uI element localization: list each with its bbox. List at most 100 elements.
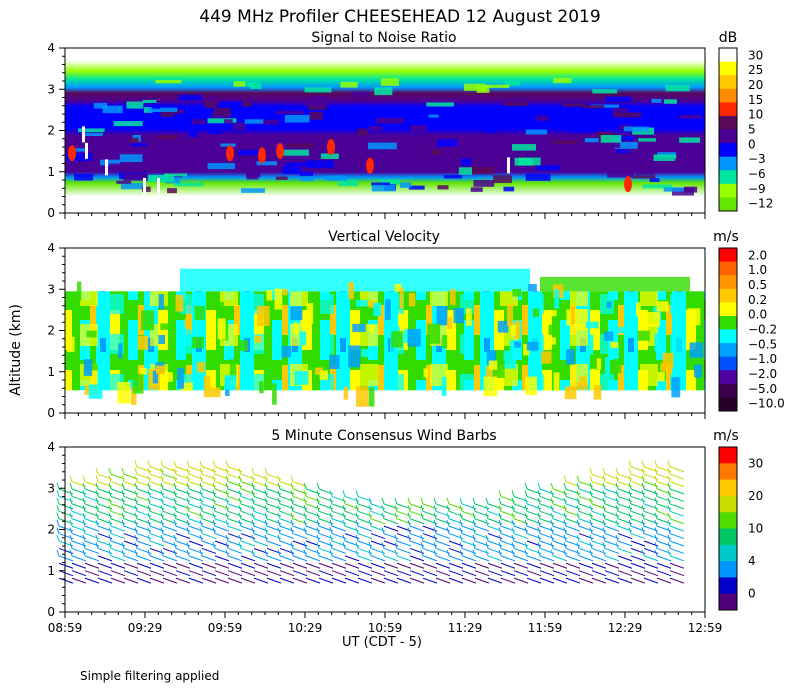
snr-cell (651, 98, 662, 103)
colorbar-swatch (719, 261, 737, 276)
x-tick-label: 11:59 (528, 621, 563, 635)
wind-barb-flag (264, 549, 268, 557)
wind-barb-flag (303, 490, 307, 497)
wind-barb (214, 577, 230, 584)
wind-barb-flag (95, 482, 99, 490)
snr-cell (512, 144, 536, 151)
snr-cell (663, 187, 684, 192)
wind-barb-flag (615, 497, 619, 505)
wind-barb-flag (589, 542, 593, 549)
wind-barb (435, 555, 451, 562)
wind-barb-flag (550, 542, 554, 549)
wind-barb-flag (472, 505, 476, 512)
wind-barb-flag (121, 482, 125, 490)
wind-barb (84, 570, 100, 577)
wind-barb-flag (342, 534, 346, 542)
wind-barb (279, 562, 295, 569)
wind-barb (604, 570, 620, 577)
wind-barb-flag (290, 505, 294, 512)
wind-barb-flag (550, 519, 554, 527)
wind-barb-flag (69, 490, 73, 497)
vv-cell (314, 367, 323, 375)
wind-barb-flag (56, 512, 60, 519)
wind-barb-flag (550, 490, 554, 497)
wind-barb-flag (199, 490, 203, 497)
wind-barb (396, 570, 412, 577)
wind-frame (64, 446, 706, 613)
colorbar-swatch (719, 75, 737, 90)
wind-barb (669, 525, 685, 532)
wind-barb-flag (641, 490, 645, 497)
wind-barb (617, 547, 633, 554)
snr-cell (337, 179, 359, 187)
colorbar-tick-label: 30 (748, 456, 763, 470)
wind-barb-flag (173, 497, 177, 505)
wind-barb-flag (290, 527, 294, 534)
vv-cell (361, 349, 370, 358)
snr-high-spot (366, 157, 374, 174)
wind-barbs (56, 460, 685, 584)
wind-barb (526, 562, 542, 569)
wind-barb (370, 518, 386, 525)
wind-barb (201, 533, 217, 540)
wind-barb (331, 577, 347, 584)
colorbar-tick-label: 1.0 (748, 263, 767, 277)
wind-barb-flag (589, 519, 593, 527)
snr-cell (245, 170, 261, 178)
vv-cell (427, 323, 441, 344)
wind-barb (214, 570, 230, 577)
snr-gap (85, 142, 88, 159)
vv-cell (566, 309, 571, 326)
snr-cell (204, 101, 217, 109)
wind-barb-flag (238, 505, 242, 512)
wind-barb (97, 562, 113, 569)
wind-barb-flag (433, 534, 437, 542)
snr-cell (612, 107, 629, 114)
wind-barb-flag (329, 519, 333, 527)
vv-cell (687, 308, 701, 326)
snr-cell (484, 127, 498, 133)
wind-barb-flag (147, 527, 151, 534)
snr-cell (275, 110, 304, 114)
colorbar-tick-label: −12 (748, 197, 773, 211)
wind-barb-flag (108, 505, 112, 512)
vv-cell (604, 357, 610, 378)
wind-barb-flag (615, 542, 619, 549)
vv-cell (532, 308, 540, 317)
wind-barb (396, 555, 412, 562)
wind-barb-flag (355, 497, 359, 505)
vv-cell (436, 306, 448, 326)
snr-cell (220, 143, 236, 147)
wind-barb-flag (264, 505, 268, 512)
wind-barb (591, 570, 607, 577)
wind-barb-flag (446, 527, 450, 534)
colorbar-swatch (719, 479, 737, 497)
wind-barb (318, 562, 334, 569)
snr-high-spot (68, 145, 76, 162)
wind-barb-flag (394, 534, 398, 542)
wind-barb-flag (199, 534, 203, 542)
wind-barb-flag (290, 497, 294, 505)
wind-barb-flag (654, 482, 658, 490)
wind-barb-flag (69, 534, 73, 542)
snr-cell (388, 163, 416, 168)
wind-barb-flag (186, 490, 190, 497)
wind-barb (435, 533, 451, 540)
wind-barb (630, 577, 646, 584)
wind-barb-flag (654, 534, 658, 542)
wind-barb-flag (342, 519, 346, 527)
snr-gap (82, 126, 85, 143)
wind-barb-flag (498, 505, 502, 512)
wind-barb-flag (160, 468, 164, 475)
wind-barb (175, 562, 191, 569)
wind-barb (253, 555, 269, 562)
snr-cell (428, 114, 439, 118)
vv-cell (503, 350, 517, 369)
wind-barb-flag (56, 534, 60, 542)
wind-barb (617, 562, 633, 569)
wind-barb-flag (602, 475, 606, 482)
y-tick-label: 3 (47, 82, 55, 96)
wind-barb-flag (498, 534, 502, 542)
snr-cell (437, 185, 449, 190)
wind-barb (253, 577, 269, 584)
